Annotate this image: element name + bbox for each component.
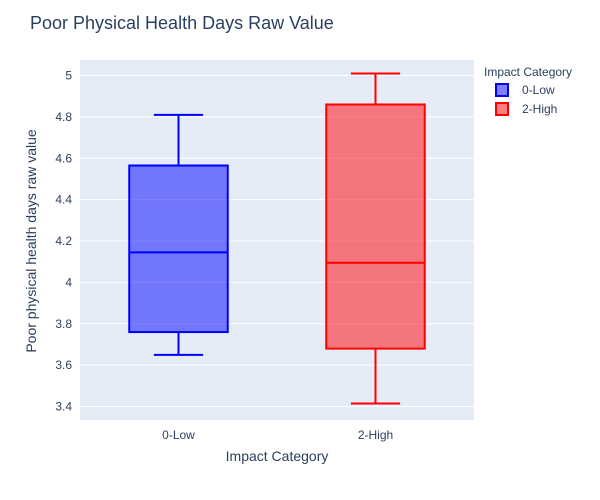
y-tick-label: 4.8 bbox=[55, 110, 72, 124]
box-series bbox=[128, 72, 426, 405]
legend-item-0-Low[interactable]: 0-Low bbox=[495, 83, 555, 97]
legend-label: 0-Low bbox=[522, 83, 555, 97]
legend-swatch bbox=[495, 83, 509, 97]
y-tick-label: 4.2 bbox=[55, 234, 72, 248]
y-axis-title: Poor physical health days raw value bbox=[23, 129, 39, 353]
iqr-box bbox=[128, 164, 229, 334]
y-tick-label: 4.6 bbox=[55, 151, 72, 165]
chart-title: Poor Physical Health Days Raw Value bbox=[30, 13, 334, 33]
box-2-High[interactable] bbox=[325, 72, 426, 405]
iqr-box bbox=[325, 103, 426, 350]
y-tick-label: 5 bbox=[65, 69, 72, 83]
legend-label: 2-High bbox=[522, 102, 557, 116]
box-0-Low[interactable] bbox=[128, 113, 229, 356]
legend: Impact Category 0-Low 2-High bbox=[484, 65, 572, 116]
y-tick-label: 3.8 bbox=[55, 317, 72, 331]
y-tick-labels: 3.4 3.6 3.8 4 4.2 4.4 4.6 4.8 5 bbox=[55, 69, 72, 414]
y-tick-label: 4.4 bbox=[55, 193, 72, 207]
x-tick-label: 0-Low bbox=[162, 428, 195, 442]
y-tick-label: 3.4 bbox=[55, 400, 72, 414]
legend-title: Impact Category bbox=[484, 65, 572, 79]
legend-item-2-High[interactable]: 2-High bbox=[495, 102, 557, 116]
x-tick-label: 2-High bbox=[358, 428, 393, 442]
legend-swatch bbox=[495, 102, 509, 116]
y-tick-label: 3.6 bbox=[55, 358, 72, 372]
x-axis-title: Impact Category bbox=[226, 448, 329, 464]
x-tick-labels: 0-Low 2-High bbox=[162, 428, 393, 442]
y-tick-label: 4 bbox=[65, 275, 72, 289]
